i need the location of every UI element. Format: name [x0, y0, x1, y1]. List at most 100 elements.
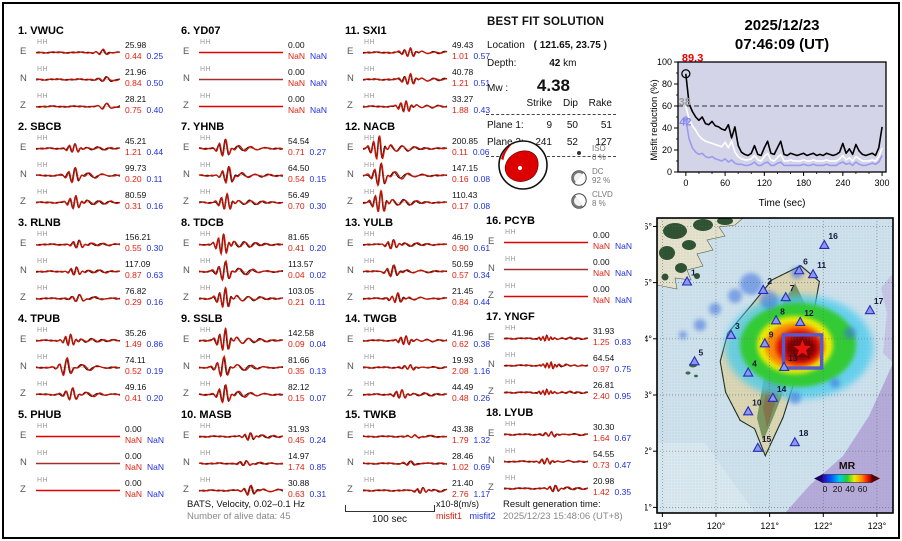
amplitude-value: 110.43 — [452, 190, 478, 200]
synthetic-trace — [198, 327, 284, 351]
trace-plot — [198, 354, 284, 378]
synthetic-trace — [35, 166, 121, 184]
trace-values: 26.81 2.40 0.95 — [593, 380, 643, 402]
component-row: N HH 28.46 1.02 0.69 — [345, 450, 503, 476]
misfit2-value: 0.86 — [146, 339, 164, 349]
trace-plot — [504, 295, 588, 298]
channel-label: HH — [37, 189, 49, 196]
misfit1-value: 0.15 — [288, 393, 305, 403]
y-tick-label: 40 — [662, 123, 672, 133]
table-cell: 51 — [600, 120, 612, 131]
misfit-values: 1.74 0.85 — [288, 462, 338, 473]
misfit2-value: 0.34 — [473, 270, 491, 280]
trace-plot — [362, 135, 448, 161]
component-label: E — [183, 334, 190, 345]
synthetic-trace — [503, 334, 589, 342]
amplitude-value: 46.19 — [452, 232, 474, 242]
misfit-values: 0.75 0.40 — [125, 105, 175, 116]
station-header: 10. MASB — [181, 409, 232, 421]
amplitude-value: 0.00 — [288, 40, 305, 50]
amplitude-value: 45.21 — [125, 136, 147, 146]
misfit2-value: 1.17 — [473, 489, 491, 499]
misfit-values: 0.55 0.30 — [125, 243, 175, 254]
lon-tick-label: 122° — [814, 521, 833, 531]
depth-value: 42 — [549, 58, 561, 69]
component-label: N — [347, 73, 354, 84]
annotation-38: 38 — [679, 97, 691, 109]
decomposition-item: ISO 0 % — [570, 144, 645, 166]
misfit1-value: 0.90 — [452, 243, 469, 253]
component-row: N HH 0.00 NaN NaN — [181, 66, 339, 92]
misfit-values: 1.88 0.43 — [452, 105, 502, 116]
station-triangle-icon — [742, 366, 754, 377]
decomposition-item: DC 92 % — [570, 167, 645, 189]
trace-values: 54.55 0.73 0.47 — [593, 449, 643, 471]
station-header: 15. TWKB — [345, 409, 397, 421]
trace-values: 80.59 0.31 0.16 — [125, 190, 175, 212]
amplitude-value: 0.00 — [125, 478, 142, 488]
misfit1-value: NaN — [288, 105, 306, 115]
component-label: Z — [183, 196, 189, 207]
misfit2-value: 0.08 — [473, 174, 491, 184]
misfit-values: NaN NaN — [288, 51, 338, 62]
station-triangle-icon — [759, 337, 771, 348]
misfit-values: 1.49 0.86 — [125, 339, 175, 350]
synthetic-trace — [362, 189, 448, 213]
trace-plot — [503, 457, 589, 465]
synthetic-trace — [362, 487, 448, 494]
trace-plot — [199, 105, 283, 108]
trace-plot — [35, 142, 121, 153]
trace-plot — [362, 334, 448, 346]
trace-values: 64.54 0.97 0.75 — [593, 353, 643, 375]
trace-plot — [36, 489, 120, 492]
misfit-legend: misfit1 misfit2 — [436, 511, 496, 521]
component-label: N — [488, 359, 495, 370]
misfit-values: 0.63 0.31 — [288, 489, 338, 500]
component-label: N — [20, 361, 27, 372]
trace-values: 41.96 0.62 0.38 — [452, 328, 502, 350]
misfit2-value: 0.44 — [146, 147, 164, 157]
station-block: 2. SBCB E HH 45.21 1.21 0.44 N HH 99.73 0.20 0.11 Z… — [18, 121, 176, 215]
amplitude-value: 0.00 — [125, 451, 142, 461]
misfit2-value: 0.95 — [614, 391, 632, 401]
trace-plot — [198, 384, 284, 404]
scale-bar-label: 100 sec — [372, 514, 408, 525]
trace-values: 0.00 NaN NaN — [288, 67, 338, 89]
station-number-label: 18 — [799, 428, 809, 438]
trace-values: 25.98 0.44 0.25 — [125, 40, 175, 62]
station-header: 9. SSLB — [181, 313, 223, 325]
synthetic-trace — [35, 266, 121, 276]
amplitude-value: 76.82 — [125, 286, 147, 296]
station-triangle-icon — [864, 304, 876, 315]
amplitude-value: 31.93 — [593, 326, 615, 336]
component-label: Z — [347, 100, 353, 111]
channel-label: HH — [364, 327, 376, 334]
component-row: Z HH 21.45 0.84 0.44 — [345, 285, 503, 311]
observed-trace — [198, 356, 284, 376]
trace-values: 0.00 NaN NaN — [288, 94, 338, 116]
trace-plot — [198, 432, 284, 441]
table-cell: 52 — [566, 137, 578, 148]
synthetic-trace — [362, 135, 448, 161]
component-label: N — [347, 169, 354, 180]
misfit2-value: 1.16 — [473, 366, 491, 376]
trace-plot — [362, 363, 448, 371]
station-block: 15. TWKB E HH 43.38 1.79 1.32 N HH 28.46 1.02 0.69… — [345, 409, 503, 503]
component-label: Z — [347, 388, 353, 399]
trace-values: 64.50 0.54 0.15 — [288, 163, 338, 185]
component-label: N — [183, 169, 190, 180]
component-row: E HH 46.19 0.90 0.61 — [345, 231, 503, 257]
trace-values: 21.40 2.76 1.17 — [452, 478, 502, 500]
channel-label: HH — [200, 327, 212, 334]
misfit2-value: NaN — [615, 295, 633, 305]
result-time-label: Result generation time: — [503, 499, 601, 510]
channel-label: HH — [364, 231, 376, 238]
misfit-values: 1.79 1.32 — [452, 435, 502, 446]
amplitude-value: 0.00 — [593, 284, 610, 294]
component-row: E HH 0.00 NaN NaN — [181, 39, 339, 65]
y-tick-label: 60 — [662, 101, 672, 111]
trace-plot — [198, 192, 284, 211]
channel-label: HH — [37, 285, 49, 292]
amplitude-value: 19.93 — [452, 355, 474, 365]
component-label: N — [183, 457, 190, 468]
